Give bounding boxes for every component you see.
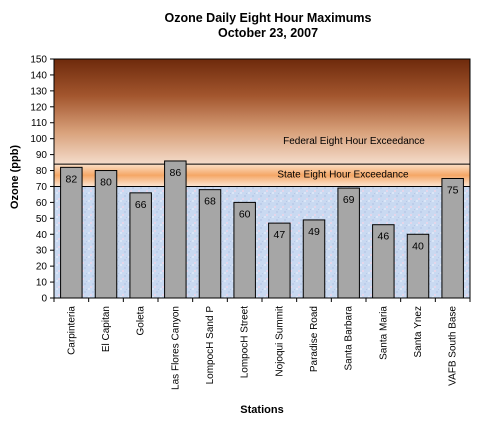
category-label-5: LompocH Street (240, 306, 251, 378)
y-tick-label-3: 30 (36, 246, 48, 257)
value-label-7: 49 (308, 226, 320, 238)
plot-background (54, 59, 470, 298)
y-tick-label-12: 120 (30, 102, 47, 113)
category-label-10: Santa Ynez (413, 306, 424, 358)
state-threshold-label: State Eight Hour Exceedance (277, 169, 409, 180)
y-tick-label-7: 70 (36, 182, 48, 193)
value-label-3: 86 (169, 167, 181, 179)
value-label-4: 68 (204, 196, 216, 208)
y-tick-label-5: 50 (36, 214, 48, 225)
category-label-11: VAFB South Base (448, 306, 459, 386)
y-tick-label-8: 80 (36, 166, 48, 177)
state-exceedance-region (54, 164, 470, 187)
chart-title: Ozone Daily Eight Hour Maximums (165, 11, 372, 25)
category-label-2: Goleta (136, 306, 147, 336)
y-axis-title: Ozone (ppb) (9, 145, 21, 209)
category-label-8: Santa Barbara (344, 306, 355, 371)
x-axis-title: Stations (240, 404, 283, 416)
y-tick-label-14: 140 (30, 70, 47, 81)
value-label-5: 60 (239, 208, 251, 220)
value-label-10: 40 (412, 240, 424, 252)
y-tick-label-6: 60 (36, 198, 48, 209)
category-label-7: Paradise Road (309, 306, 320, 372)
bar-3 (164, 160, 187, 299)
value-label-8: 69 (343, 194, 355, 206)
y-tick-label-2: 20 (36, 262, 48, 273)
chart-subtitle: October 23, 2007 (218, 26, 318, 40)
axes-group: 0 10 20 30 40 50 60 70 80 90 100 110 120 130 140 150 (30, 55, 471, 305)
category-label-3: Las Flores Canyon (170, 306, 181, 390)
bar-1 (94, 170, 118, 299)
y-tick-label-11: 110 (31, 118, 47, 129)
bars-group: 82 Carpinteria 80 El Capitan 66 Goleta 86 Las F… (60, 160, 464, 390)
threshold-bands: State Eight Hour Exceedance Federal Eight… (54, 136, 470, 187)
category-label-0: Carpinteria (66, 306, 77, 355)
category-label-9: Santa Maria (378, 306, 389, 360)
value-label-6: 47 (273, 229, 285, 241)
y-tick-label-15: 150 (30, 55, 47, 66)
category-label-4: LompocH Sand P (205, 306, 216, 385)
value-label-1: 80 (100, 177, 112, 189)
y-tick-label-10: 100 (30, 134, 47, 145)
category-label-1: El Capitan (101, 306, 112, 352)
category-label-6: Nojoqui Summit (274, 306, 285, 377)
federal-exceedance-region (54, 59, 470, 165)
value-label-11: 75 (447, 185, 459, 197)
y-tick-label-1: 10 (36, 278, 48, 289)
bar-0 (60, 166, 83, 299)
y-tick-label-9: 90 (36, 150, 48, 161)
y-tick-label-13: 130 (30, 86, 47, 97)
value-label-2: 66 (135, 199, 147, 211)
federal-threshold-label: Federal Eight Hour Exceedance (283, 136, 425, 147)
y-tick-label-4: 40 (36, 230, 48, 241)
value-label-9: 46 (377, 231, 389, 243)
y-tick-label-0: 0 (41, 294, 47, 305)
below-state-region (54, 186, 470, 298)
value-label-0: 82 (65, 173, 77, 185)
